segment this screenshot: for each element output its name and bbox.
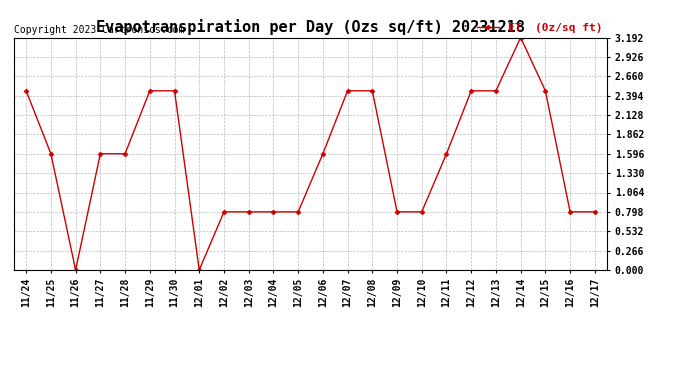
ET  (0z/sq ft) (146, 88, 154, 93)
ET  (0z/sq ft) (344, 88, 352, 93)
ET  (0z/sq ft) (47, 152, 55, 156)
Legend: ET  (0z/sq ft): ET (0z/sq ft) (473, 19, 607, 38)
ET  (0z/sq ft) (393, 210, 401, 214)
ET  (0z/sq ft) (195, 268, 204, 272)
Text: Copyright 2023 Cartronics.com: Copyright 2023 Cartronics.com (14, 25, 184, 35)
ET  (0z/sq ft) (170, 88, 179, 93)
ET  (0z/sq ft) (442, 152, 451, 156)
ET  (0z/sq ft) (368, 88, 377, 93)
ET  (0z/sq ft) (72, 268, 80, 272)
ET  (0z/sq ft) (541, 88, 549, 93)
Line: ET  (0z/sq ft): ET (0z/sq ft) (24, 36, 597, 272)
ET  (0z/sq ft) (566, 210, 574, 214)
ET  (0z/sq ft) (96, 152, 104, 156)
Title: Evapotranspiration per Day (Ozs sq/ft) 20231218: Evapotranspiration per Day (Ozs sq/ft) 2… (96, 19, 525, 35)
ET  (0z/sq ft) (319, 152, 327, 156)
ET  (0z/sq ft) (22, 88, 30, 93)
ET  (0z/sq ft) (517, 35, 525, 40)
ET  (0z/sq ft) (467, 88, 475, 93)
ET  (0z/sq ft) (417, 210, 426, 214)
ET  (0z/sq ft) (591, 210, 599, 214)
ET  (0z/sq ft) (294, 210, 302, 214)
ET  (0z/sq ft) (244, 210, 253, 214)
ET  (0z/sq ft) (220, 210, 228, 214)
ET  (0z/sq ft) (121, 152, 129, 156)
ET  (0z/sq ft) (492, 88, 500, 93)
ET  (0z/sq ft) (269, 210, 277, 214)
